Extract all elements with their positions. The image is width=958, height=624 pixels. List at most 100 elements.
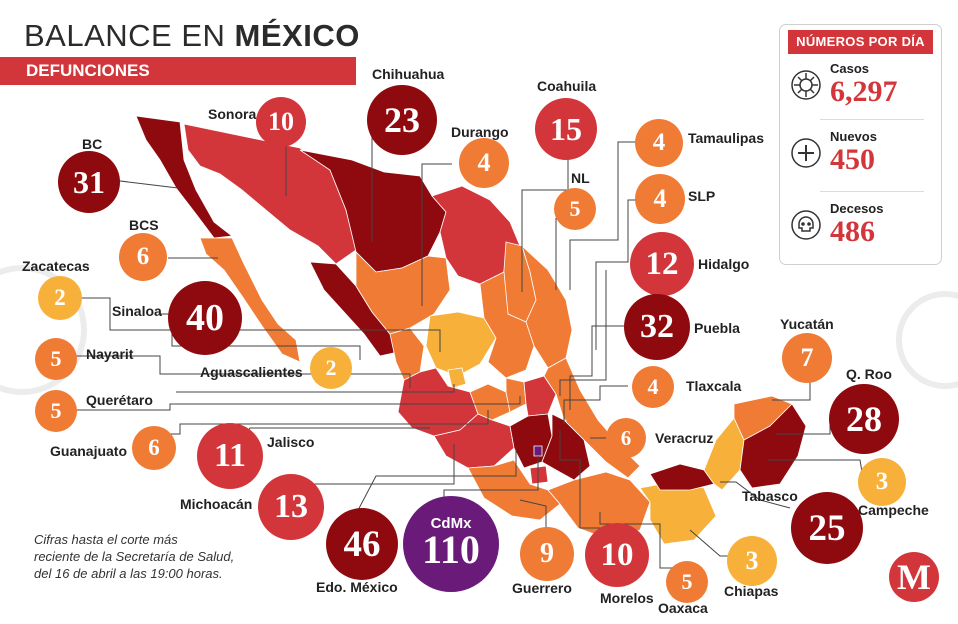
stat-nuevos-label: Nuevos: [830, 129, 877, 144]
bubble-nayarit: 5: [35, 338, 77, 380]
bubble-sonora: 10: [256, 97, 306, 147]
bubble-oaxaca: 5: [666, 561, 708, 603]
state-bcs[interactable]: [199, 237, 301, 363]
state-label-aguascalientes: Aguascalientes: [200, 364, 303, 380]
bubble-durango: 4: [459, 138, 509, 188]
state-label-sinaloa: Sinaloa: [112, 303, 162, 319]
stat-casos-label: Casos: [830, 61, 870, 76]
bubble-chihuahua: 23: [367, 85, 437, 155]
bubble-puebla: 32: [624, 294, 690, 360]
stat-decesos-label: Decesos: [830, 201, 884, 216]
state-morelos[interactable]: [529, 465, 549, 485]
state-label-puebla: Puebla: [694, 320, 740, 336]
state-label-durango: Durango: [451, 124, 509, 140]
divider: [820, 191, 924, 192]
plus-icon: [791, 138, 821, 168]
state-label-coahuila: Coahuila: [537, 78, 597, 94]
state-bc[interactable]: [135, 115, 234, 239]
state-label-edo-m-xico: Edo. México: [316, 579, 398, 595]
state-label-tamaulipas: Tamaulipas: [688, 130, 764, 146]
stat-casos: Casos 6,297: [790, 59, 933, 117]
bubble-slp: 4: [635, 174, 685, 224]
bubble-chiapas: 3: [727, 536, 777, 586]
bubble-bc: 31: [58, 151, 120, 213]
footnote-line: reciente de la Secretaría de Salud,: [34, 549, 235, 564]
state-cdmx[interactable]: [533, 445, 543, 457]
bubble-q-roo: 28: [829, 384, 899, 454]
bubble-guanajuato: 6: [132, 426, 176, 470]
bubble-label-cdmx: CdMx: [430, 515, 472, 532]
bubble-nl: 5: [554, 188, 596, 230]
state-label-slp: SLP: [688, 188, 716, 204]
stats-panel: NÚMEROS POR DÍA Casos 6,297 Nuevos 450: [779, 24, 942, 265]
footnote-line: Cifras hasta el corte más: [34, 532, 178, 547]
virus-icon: [791, 70, 821, 100]
bubble-aguascalientes: 2: [310, 347, 352, 389]
state-label-bc: BC: [82, 136, 103, 152]
state-label-nayarit: Nayarit: [86, 346, 134, 362]
state-chiapas[interactable]: [639, 481, 717, 545]
state-label-veracruz: Veracruz: [655, 430, 714, 446]
bubble-tabasco: 25: [791, 492, 863, 564]
stats-panel-heading: NÚMEROS POR DÍA: [788, 30, 933, 54]
bubble-sinaloa: 40: [168, 281, 242, 355]
bubble-veracruz: 6: [606, 418, 646, 458]
bubble-morelos: 10: [585, 523, 649, 587]
state-label-q-roo: Q. Roo: [846, 366, 892, 382]
title-bold: MÉXICO: [234, 18, 360, 53]
bubble-coahuila: 15: [535, 98, 597, 160]
virus-decoration-icon: [0, 265, 958, 395]
bubble-value-cdmx: 110: [422, 527, 480, 572]
bubble-jalisco: 11: [197, 423, 263, 489]
state-aguascalientes[interactable]: [447, 367, 467, 389]
skull-icon: [791, 210, 821, 240]
state-tabasco[interactable]: [649, 463, 715, 491]
stat-casos-value: 6,297: [830, 75, 898, 108]
bubble-edo-m-xico: 46: [326, 508, 398, 580]
bubble-guerrero: 9: [520, 527, 574, 581]
page-title: BALANCE EN MÉXICO: [24, 18, 360, 54]
state-label-oaxaca: Oaxaca: [658, 600, 708, 616]
footnote-line: del 16 de abril a las 19:00 horas.: [34, 566, 223, 581]
state-label-chiapas: Chiapas: [724, 583, 779, 599]
stat-decesos: Decesos 486: [790, 199, 933, 257]
milenio-logo: M: [889, 552, 939, 602]
state-durango[interactable]: [355, 251, 451, 335]
state-label-hidalgo: Hidalgo: [698, 256, 750, 272]
bubble-tlaxcala: 4: [632, 366, 674, 408]
bubble-michoac-n: 13: [258, 474, 324, 540]
state-label-nl: NL: [571, 170, 590, 186]
state-label-tabasco: Tabasco: [742, 488, 798, 504]
bubble-hidalgo: 12: [630, 232, 694, 296]
stat-nuevos-value: 450: [830, 143, 875, 176]
state-label-zacatecas: Zacatecas: [22, 258, 90, 274]
state-label-bcs: BCS: [129, 217, 159, 233]
state-slp[interactable]: [479, 271, 535, 379]
bubble-quer-taro: 5: [35, 390, 77, 432]
state-label-guerrero: Guerrero: [512, 580, 572, 596]
state-label-jalisco: Jalisco: [267, 434, 315, 450]
state-zacatecas[interactable]: [425, 311, 497, 377]
subtitle-ribbon: DEFUNCIONES: [0, 57, 356, 85]
state-label-guanajuato: Guanajuato: [50, 443, 128, 459]
state-label-sonora: Sonora: [208, 106, 257, 122]
bubble-zacatecas: 2: [38, 276, 82, 320]
bubble-tamaulipas: 4: [635, 119, 683, 167]
state-label-tlaxcala: Tlaxcala: [686, 378, 742, 394]
state-label-quer-taro: Querétaro: [86, 392, 153, 408]
stat-nuevos: Nuevos 450: [790, 127, 933, 185]
bubble-bcs: 6: [119, 233, 167, 281]
state-label-chihuahua: Chihuahua: [372, 66, 445, 82]
divider: [820, 119, 924, 120]
state-queretaro[interactable]: [505, 377, 527, 413]
bubble-yucat-n: 7: [782, 333, 832, 383]
bubble-cdmx: CdMx 110: [403, 496, 499, 592]
state-label-morelos: Morelos: [600, 590, 654, 606]
state-qroo[interactable]: [739, 403, 807, 489]
bubble-campeche: 3: [858, 458, 906, 506]
title-light: BALANCE EN: [24, 18, 226, 53]
state-label-michoac-n: Michoacán: [180, 496, 253, 512]
footnote: Cifras hasta el corte más reciente de la…: [34, 531, 234, 582]
state-chihuahua[interactable]: [299, 149, 447, 273]
